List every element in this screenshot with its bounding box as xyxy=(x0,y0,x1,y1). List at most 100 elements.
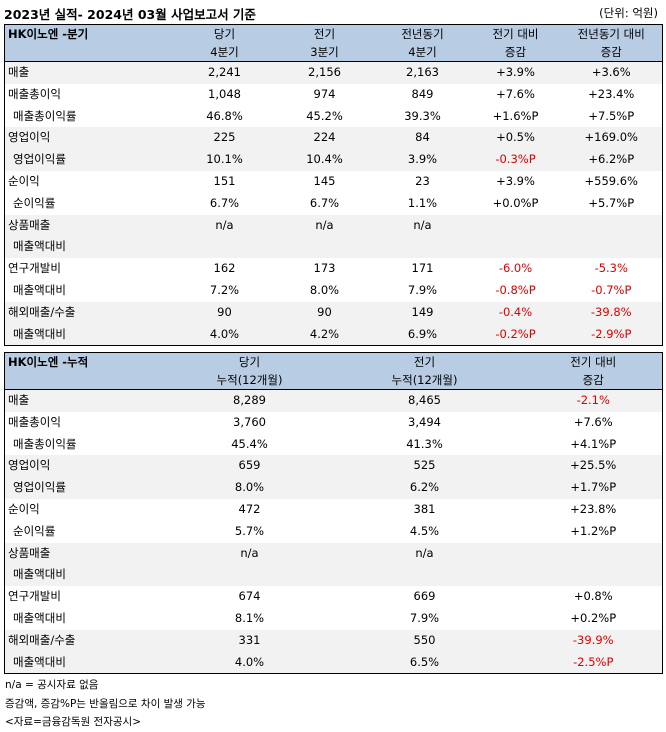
table-cell: 472 xyxy=(174,498,325,521)
column-header-previous: 전기 xyxy=(274,24,375,43)
table-cell: 8,465 xyxy=(324,389,525,412)
column-subheader-current: 4분기 xyxy=(174,43,275,62)
table-cell: 8.0% xyxy=(274,279,375,302)
table-cell: 46.8% xyxy=(174,105,275,128)
column-subheader-prior-year: 4분기 xyxy=(374,43,471,62)
row-label: 매출액대비 xyxy=(4,607,175,630)
table-cell: 6.9% xyxy=(374,323,471,346)
table-cell: 1.1% xyxy=(374,192,471,215)
table-cell: +23.8% xyxy=(524,498,663,521)
column-subheader-yoy: 증감 xyxy=(560,43,663,62)
table-row: 매출총이익 3,760 3,494 +7.6% xyxy=(4,411,663,434)
row-label: 매출총이익률 xyxy=(4,105,175,128)
table-cell: -5.3% xyxy=(560,258,663,280)
column-header-current: 당기 xyxy=(174,24,275,43)
table-cell xyxy=(470,214,561,237)
table-cell xyxy=(174,236,275,259)
table-cell: 2,156 xyxy=(274,61,375,84)
footnote-rounding: 증감액, 증감%P는 반올림으로 차이 발생 가능 xyxy=(5,697,206,710)
table-cell: 7.9% xyxy=(324,607,525,630)
table-cell: 2,163 xyxy=(374,61,471,84)
footnote-na: n/a = 공시자료 없음 xyxy=(5,679,99,691)
table-cell: 45.4% xyxy=(174,433,325,456)
row-label: 매출총이익 xyxy=(4,411,175,434)
row-label: 영업이익률 xyxy=(4,149,175,171)
row-label: 매출 xyxy=(4,389,175,412)
unit-label: (단위: 억원) xyxy=(599,6,658,20)
table-cell: 23 xyxy=(374,170,471,193)
quarterly-table-label: HK이노엔 -분기 xyxy=(4,24,175,43)
column-header-previous: 전기 xyxy=(324,352,525,371)
row-label: 순이익률 xyxy=(4,192,175,215)
table-cell: +1.6%P xyxy=(470,105,561,128)
table-cell: +169.0% xyxy=(560,127,663,150)
table-cell: 8.0% xyxy=(174,477,325,499)
table-cell: +0.5% xyxy=(470,127,561,150)
table-cell: 8,289 xyxy=(174,389,325,412)
table-cell: -39.8% xyxy=(560,301,663,324)
table-cell: 224 xyxy=(274,127,375,150)
table-row: 영업이익 225 224 84 +0.5% +169.0% xyxy=(4,127,663,150)
table-cell: 674 xyxy=(174,586,325,608)
table-cell: 6.7% xyxy=(274,192,375,215)
table-cell: 90 xyxy=(274,301,375,324)
table-cell: 41.3% xyxy=(324,433,525,456)
report-title: 2023년 실적- 2024년 03월 사업보고서 기준 xyxy=(4,7,256,22)
table-row: 매출액대비 4.0% 6.5% -2.5%P xyxy=(4,651,663,674)
table-row: 매출총이익률 46.8% 45.2% 39.3% +1.6%P +7.5%P xyxy=(4,105,663,128)
table-cell: -2.5%P xyxy=(524,651,663,674)
table-cell: 7.9% xyxy=(374,279,471,302)
table-cell: 90 xyxy=(174,301,275,324)
table-cell: 550 xyxy=(324,629,525,652)
table-cell: 2,241 xyxy=(174,61,275,84)
table-row: 영업이익률 8.0% 6.2% +1.7%P xyxy=(4,477,663,499)
table-cell: -39.9% xyxy=(524,629,663,652)
table-cell: n/a xyxy=(374,214,471,237)
table-cell: 45.2% xyxy=(274,105,375,128)
table-cell xyxy=(560,236,663,259)
row-label: 매출액대비 xyxy=(4,323,175,346)
column-subheader-qoq: 증감 xyxy=(470,43,561,62)
table-cell: 145 xyxy=(274,170,375,193)
column-header-current: 당기 xyxy=(174,352,325,371)
table-cell: +25.5% xyxy=(524,455,663,478)
table-cell: +7.6% xyxy=(524,411,663,434)
row-label: 연구개발비 xyxy=(4,258,175,280)
table-cell: +6.2%P xyxy=(560,149,663,171)
table-cell: 151 xyxy=(174,170,275,193)
table-cell: -6.0% xyxy=(470,258,561,280)
column-header-yoy: 전년동기 대비 xyxy=(560,24,663,43)
column-subheader-current: 누적(12개월) xyxy=(174,371,325,390)
table-row: 해외매출/수출 331 550 -39.9% xyxy=(4,629,663,652)
row-label: 매출총이익 xyxy=(4,83,175,106)
table-cell: n/a xyxy=(174,542,325,565)
table-cell: +7.6% xyxy=(470,83,561,106)
table-cell: -0.8%P xyxy=(470,279,561,302)
table-row: 매출액대비 7.2% 8.0% 7.9% -0.8%P -0.7%P xyxy=(4,279,663,302)
table-cell: 171 xyxy=(374,258,471,280)
row-label: 영업이익 xyxy=(4,127,175,150)
table-row: 매출액대비 8.1% 7.9% +0.2%P xyxy=(4,607,663,630)
table-cell: 381 xyxy=(324,498,525,521)
table-cell: +7.5%P xyxy=(560,105,663,128)
table-row: 매출액대비 4.0% 4.2% 6.9% -0.2%P -2.9%P xyxy=(4,323,663,346)
column-header-prior-year: 전년동기 xyxy=(374,24,471,43)
table-cell: 669 xyxy=(324,586,525,608)
table-cell: +0.0%P xyxy=(470,192,561,215)
table-row: 매출 8,289 8,465 -2.1% xyxy=(4,389,663,412)
table-cell xyxy=(470,236,561,259)
table-cell: -2.1% xyxy=(524,389,663,412)
row-label: 매출액대비 xyxy=(4,564,175,587)
table-cell xyxy=(324,564,525,587)
table-row: 매출 2,241 2,156 2,163 +3.9% +3.6% xyxy=(4,61,663,84)
table-cell: +3.6% xyxy=(560,61,663,84)
quarterly-table: HK이노엔 -분기 당기 전기 전년동기 전기 대비 전년동기 대비 4분기 3… xyxy=(4,24,663,347)
table-row: 상품매출 n/a n/a n/a xyxy=(4,214,663,237)
table-cell: 4.0% xyxy=(174,651,325,674)
table-cell: +0.2%P xyxy=(524,607,663,630)
table-cell: 6.7% xyxy=(174,192,275,215)
table-row: 해외매출/수출 90 90 149 -0.4% -39.8% xyxy=(4,301,663,324)
table-cell: +559.6% xyxy=(560,170,663,193)
table-cell: 39.3% xyxy=(374,105,471,128)
row-label: 해외매출/수출 xyxy=(4,629,175,652)
